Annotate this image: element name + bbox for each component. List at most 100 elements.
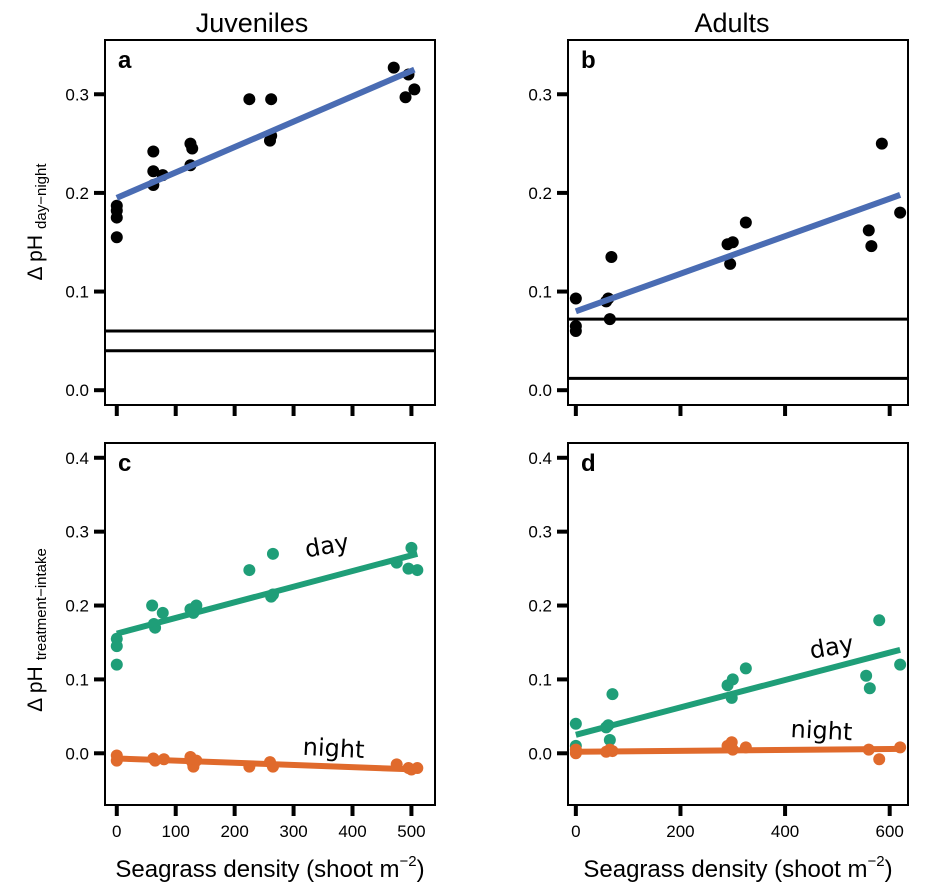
y-tick-label: 0.1 [65, 283, 89, 302]
y-axis-label-top-sub: day−night [33, 163, 50, 229]
data-point [387, 61, 400, 74]
data-point [399, 91, 412, 104]
data-point [147, 165, 160, 178]
day-point [411, 564, 424, 577]
data-point [569, 292, 582, 305]
data-fit-line [574, 192, 902, 315]
day-point [156, 606, 169, 619]
day-point [606, 688, 619, 701]
data-point [147, 145, 160, 158]
panel-letter: c [118, 450, 131, 477]
night-fit-line [575, 745, 901, 755]
day-point [402, 562, 415, 575]
column-title-juveniles: Juveniles [196, 8, 309, 38]
y-tick-label: 0.3 [65, 523, 89, 542]
x-tick-label: 500 [397, 822, 425, 841]
x-tick-label: 300 [279, 822, 307, 841]
panel-letter: a [118, 47, 132, 74]
day-fit-line [575, 646, 901, 738]
x-axis-label-left-close: ) [417, 856, 425, 883]
column-title-adults: Adults [694, 8, 769, 38]
x-axis-label-left-sup: −2 [400, 853, 417, 870]
night-point [873, 753, 886, 766]
x-axis-label-left-main: Seagrass density (shoot m [115, 856, 399, 883]
day-point [603, 733, 616, 746]
day-point [726, 673, 739, 686]
day-point [243, 564, 256, 577]
y-tick-label: 0.1 [528, 283, 552, 302]
y-axis-label-bottom-main: Δ pH [24, 666, 47, 712]
data-point [569, 320, 582, 333]
y-tick-label: 0.0 [65, 381, 89, 400]
data-point [186, 142, 199, 155]
panel-b: b 0.0 0.1 0.2 0.3 [528, 39, 909, 416]
x-tick-label: 100 [162, 822, 190, 841]
day-point [405, 541, 418, 554]
x-tick-label: 0 [571, 822, 580, 841]
data-point [726, 236, 739, 249]
y-tick-label: 0.2 [528, 597, 552, 616]
data-point [603, 313, 616, 326]
data-point [739, 216, 752, 229]
x-axis-label-right-sup: −2 [868, 853, 885, 870]
y-tick-label: 0.3 [528, 523, 552, 542]
x-axis-label-right: Seagrass density (shoot m−2) [583, 853, 892, 883]
y-tick-label: 0.0 [65, 744, 89, 763]
panel-d: d 0.0 0.1 0.2 0.3 0.4 0 200 400 600 day night [528, 442, 909, 841]
panel-frame [567, 442, 909, 806]
night-fit-line [116, 755, 418, 773]
panel-c: c 0.0 0.1 0.2 0.3 0.4 0 100 200 300 400 500 day night [65, 442, 436, 841]
y-axis-label-bottom-sub: treatment−intake [33, 548, 50, 660]
y-tick-label: 0.4 [65, 449, 89, 468]
data-point [408, 83, 421, 96]
y-tick-label: 0.2 [65, 597, 89, 616]
day-point [266, 547, 279, 560]
data-point [110, 231, 123, 244]
panel-letter: d [581, 450, 596, 477]
day-point [894, 658, 907, 671]
y-axis-label-top: Δ pH day−night [24, 163, 50, 281]
day-point [873, 614, 886, 627]
data-point [243, 93, 256, 106]
panel-letter: b [581, 47, 596, 74]
panel-a: a 0.0 0.1 0.2 0.3 [65, 39, 436, 416]
day-curve-label: day [303, 528, 351, 563]
data-point [110, 199, 123, 212]
x-axis-label-right-main: Seagrass density (shoot m [583, 856, 867, 883]
panel-frame [104, 39, 436, 406]
night-curve-label: night [302, 733, 365, 764]
y-tick-label: 0.1 [528, 670, 552, 689]
day-curve-label: day [807, 629, 855, 664]
y-tick-label: 0.2 [528, 184, 552, 203]
data-point [865, 240, 878, 253]
x-tick-label: 0 [112, 822, 121, 841]
y-tick-label: 0.0 [528, 744, 552, 763]
x-tick-label: 600 [876, 822, 904, 841]
day-fit-line [116, 550, 419, 637]
y-tick-label: 0.4 [528, 449, 552, 468]
x-tick-label: 400 [338, 822, 366, 841]
day-point [146, 599, 159, 612]
y-axis-label-top-main: Δ pH [24, 235, 47, 281]
y-tick-label: 0.0 [528, 381, 552, 400]
day-point [110, 658, 123, 671]
x-tick-label: 200 [220, 822, 248, 841]
y-tick-label: 0.2 [65, 184, 89, 203]
day-point [860, 669, 873, 682]
y-axis-label-bottom: Δ pH treatment−intake [24, 548, 50, 712]
data-point [724, 257, 737, 270]
panel-frame [567, 39, 909, 406]
y-tick-label: 0.1 [65, 670, 89, 689]
x-tick-label: 200 [666, 822, 694, 841]
day-point [863, 682, 876, 695]
x-axis-label-left: Seagrass density (shoot m−2) [115, 853, 424, 883]
day-point [190, 599, 203, 612]
y-tick-label: 0.3 [528, 85, 552, 104]
panel-frame [104, 442, 436, 806]
data-point [265, 93, 278, 106]
night-curve-label: night [790, 715, 853, 746]
data-point [894, 206, 907, 219]
data-point [862, 224, 875, 237]
data-point [605, 251, 618, 264]
